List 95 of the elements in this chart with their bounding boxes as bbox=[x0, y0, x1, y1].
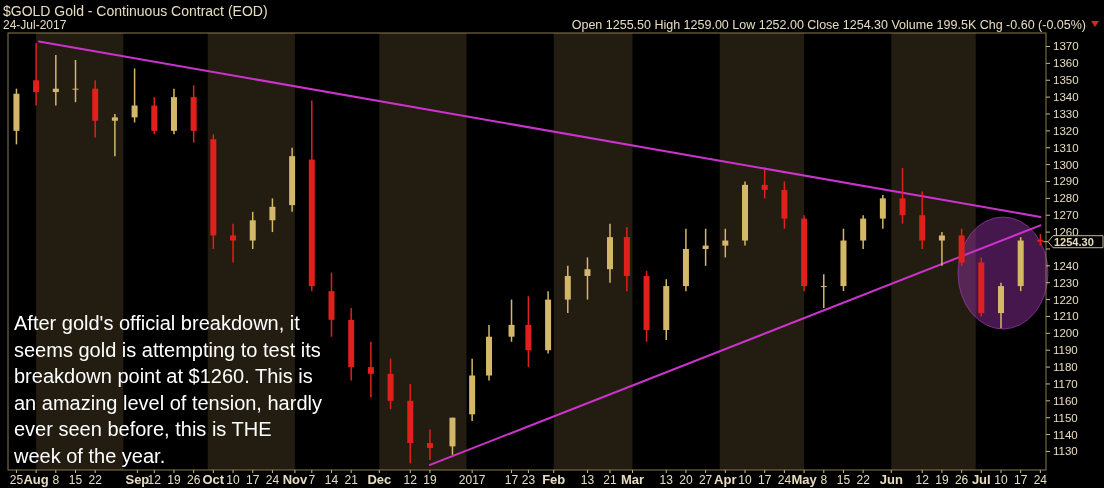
y-tick-label: 1350 bbox=[1053, 74, 1079, 87]
x-tick-label: Dec bbox=[367, 472, 392, 487]
x-tick-label: Nov bbox=[282, 472, 308, 487]
y-tick-label: 1340 bbox=[1053, 91, 1079, 104]
y-tick-label: 1230 bbox=[1053, 276, 1079, 289]
x-tick-label: 26 bbox=[954, 473, 969, 487]
x-tick-label: 19 bbox=[167, 473, 181, 487]
x-tick-label: Feb bbox=[542, 472, 566, 487]
x-tick-label: 24 bbox=[777, 473, 792, 487]
x-tick-label: 10 bbox=[994, 473, 1008, 487]
candlestick bbox=[508, 298, 515, 343]
x-tick-label: 10 bbox=[738, 473, 752, 487]
x-tick-label: 8 bbox=[52, 473, 60, 487]
candlestick bbox=[426, 428, 433, 461]
candlestick bbox=[230, 222, 237, 264]
x-tick-label: 20 bbox=[679, 473, 693, 487]
x-tick-label: 24 bbox=[265, 473, 280, 487]
x-tick-label: Mar bbox=[620, 472, 645, 487]
y-tick-label: 1210 bbox=[1053, 310, 1079, 323]
x-tick-label: 21 bbox=[603, 473, 617, 487]
candlestick bbox=[899, 167, 906, 225]
x-tick-label: 17 bbox=[504, 473, 519, 487]
x-tick-label: 26 bbox=[186, 473, 201, 487]
x-tick-label: 17 bbox=[758, 473, 772, 487]
x-tick-label: Oct bbox=[202, 472, 225, 487]
candlestick bbox=[111, 113, 118, 157]
y-tick-label: 1160 bbox=[1053, 394, 1078, 407]
x-tick-label: 12 bbox=[403, 473, 418, 487]
candlestick bbox=[584, 256, 591, 301]
chart-subtitle: 24-Jul-2017 bbox=[3, 18, 67, 32]
x-tick-label: 15 bbox=[68, 473, 83, 487]
x-tick-label: Aug bbox=[23, 472, 49, 487]
x-tick-label: 27 bbox=[698, 473, 713, 487]
candlestick bbox=[761, 168, 768, 200]
x-tick-label: 17 bbox=[246, 473, 260, 487]
x-tick-label: 17 bbox=[1014, 473, 1028, 487]
y-tick-label: 1330 bbox=[1053, 107, 1079, 120]
x-tick-label: 2017 bbox=[458, 473, 486, 487]
y-tick-label: 1180 bbox=[1053, 361, 1078, 374]
x-tick-label: 10 bbox=[226, 473, 241, 487]
y-tick-label: 1270 bbox=[1053, 209, 1079, 222]
x-tick-label: 12 bbox=[147, 473, 162, 487]
x-tick-label: 21 bbox=[344, 473, 359, 487]
y-tick-label: 1370 bbox=[1053, 40, 1079, 53]
candlestick bbox=[249, 211, 256, 250]
y-tick-label: 1240 bbox=[1053, 259, 1079, 272]
candlestick bbox=[702, 227, 709, 267]
x-tick-label: Jun bbox=[879, 472, 903, 487]
text: Open 1255.50 High 1259.00 Low 1252.00 Close 1254.30 Volume 199.5K Chg -0.60 (-0.05%) bbox=[571, 18, 1086, 32]
x-tick-label: 24 bbox=[1033, 473, 1048, 487]
y-tick-label: 1140 bbox=[1053, 428, 1078, 441]
y-tick-label: 1320 bbox=[1053, 124, 1079, 137]
y-tick-label: 1310 bbox=[1053, 141, 1079, 154]
x-tick-label: 25 bbox=[9, 473, 24, 487]
candlestick bbox=[367, 341, 374, 399]
y-tick-label: 1130 bbox=[1053, 445, 1078, 458]
x-tick-label: 19 bbox=[935, 473, 949, 487]
candlestick bbox=[860, 214, 867, 250]
y-tick-label: 1200 bbox=[1053, 327, 1079, 340]
annotation: After gold's official breakdown, it seems gold is attempting to test its breakdown point at $1260. This is an amazing level of tension, hardly ever seen before, this is THE week of the year. bbox=[13, 312, 322, 467]
candlestick bbox=[72, 59, 79, 103]
candlestick bbox=[52, 54, 59, 107]
x-tick-label: 13 bbox=[580, 473, 595, 487]
y-tick-label: 1190 bbox=[1053, 344, 1078, 357]
x-tick-label: 19 bbox=[423, 473, 437, 487]
annotation: 1254.30 bbox=[1054, 235, 1094, 248]
x-tick-label: 23 bbox=[521, 473, 536, 487]
candlestick bbox=[879, 194, 886, 230]
x-tick-label: 13 bbox=[659, 473, 674, 487]
chart-title: $GOLD Gold - Continuous Contract (EOD) bbox=[3, 3, 268, 19]
candlestick bbox=[938, 231, 945, 267]
x-tick-label: 14 bbox=[324, 473, 339, 487]
x-tick-label: May bbox=[791, 472, 818, 487]
x-tick-label: 15 bbox=[836, 473, 851, 487]
candlestick bbox=[33, 42, 40, 107]
y-tick-label: 1150 bbox=[1053, 411, 1078, 424]
y-tick-label: 1280 bbox=[1053, 192, 1079, 205]
y-tick-label: 1220 bbox=[1053, 293, 1079, 306]
candlestick bbox=[820, 273, 827, 309]
x-tick-label: 22 bbox=[88, 473, 103, 487]
x-tick-label: Apr bbox=[714, 472, 737, 487]
candlestick bbox=[269, 197, 276, 233]
x-tick-label: 22 bbox=[856, 473, 871, 487]
y-tick-label: 1170 bbox=[1053, 377, 1078, 390]
y-tick-label: 1290 bbox=[1053, 175, 1079, 188]
x-tick-label: Sep bbox=[125, 472, 150, 487]
y-tick-label: 1360 bbox=[1053, 57, 1079, 70]
x-tick-label: Jul bbox=[971, 472, 991, 487]
candlestick bbox=[564, 265, 571, 314]
candlestick bbox=[722, 227, 729, 259]
y-tick-label: 1300 bbox=[1053, 158, 1079, 171]
x-tick-label: 8 bbox=[820, 473, 828, 487]
x-tick-label: 12 bbox=[915, 473, 930, 487]
candlestick bbox=[131, 67, 138, 124]
x-tick-label: 7 bbox=[308, 473, 316, 487]
